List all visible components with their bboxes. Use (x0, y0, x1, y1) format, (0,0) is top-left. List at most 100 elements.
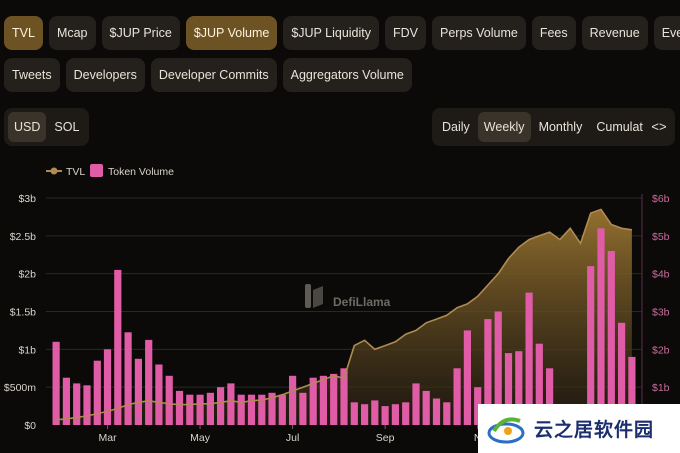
volume-bar (422, 390, 430, 425)
granularity-option-monthly[interactable]: Monthly (538, 120, 583, 134)
volume-bar (525, 292, 533, 425)
volume-bar (350, 402, 358, 425)
x-tick-label: Jul (286, 432, 299, 444)
tab-tweets[interactable]: Tweets (4, 58, 60, 92)
volume-bar (93, 360, 101, 425)
tab-tvl[interactable]: TVL (4, 16, 43, 50)
embed-code-button[interactable]: <> (643, 108, 675, 146)
brand-text: 云之居软件园 (534, 419, 655, 441)
volume-bar (73, 383, 81, 425)
volume-bar (432, 398, 441, 425)
tab-jup-price[interactable]: $JUP Price (101, 16, 180, 50)
brand-logo-icon (487, 416, 525, 443)
y-right-tick-label: $2b (652, 344, 670, 356)
y-left-tick-label: $2.5b (10, 231, 36, 243)
volume-bar (124, 332, 132, 425)
volume-bar (289, 375, 297, 425)
volume-bar (515, 351, 523, 425)
legend-volume-label: Token Volume (108, 166, 174, 178)
volume-bar (299, 392, 307, 425)
watermark-logo-icon (305, 284, 311, 308)
volume-bar (217, 387, 225, 425)
volume-bar (587, 266, 595, 425)
tab-revenue[interactable]: Revenue (581, 16, 648, 50)
volume-bar (206, 392, 214, 425)
volume-bar (330, 373, 338, 425)
granularity-option-weekly[interactable]: Weekly (477, 112, 531, 142)
volume-bar (268, 392, 276, 425)
legend-tvl-label: TVL (66, 166, 85, 178)
volume-bar (443, 402, 451, 425)
tab-events[interactable]: Events (653, 16, 680, 50)
volume-bar (145, 339, 153, 425)
volume-bar (175, 390, 184, 425)
currency-option-sol[interactable]: SOL (54, 120, 80, 134)
volume-bar (196, 394, 204, 425)
legend-tvl-marker (50, 167, 58, 175)
volume-bar (186, 394, 194, 425)
volume-bar (504, 353, 513, 425)
metric-tabs-row-1: TVL Mcap $JUP Price $JUP Volume $JUP Liquidi… (4, 16, 680, 50)
tab-mcap[interactable]: Mcap (48, 16, 96, 50)
volume-bar (114, 269, 122, 425)
volume-bar (381, 406, 389, 425)
y-right-tick-label: $4b (652, 269, 670, 281)
volume-bar (463, 330, 471, 425)
tab-jup-volume[interactable]: $JUP Volume (185, 16, 278, 50)
volume-bar (278, 394, 286, 425)
volume-bar (52, 341, 60, 425)
volume-bar (340, 368, 348, 426)
y-left-tick-label: $3b (18, 193, 36, 205)
volume-bar (628, 356, 636, 425)
metric-tabs: TVL Mcap $JUP Price $JUP Volume $JUP Liquidi… (4, 16, 680, 100)
volume-bar (618, 322, 626, 425)
tab-perps-volume[interactable]: Perps Volume (432, 16, 526, 50)
legend-volume-swatch (90, 164, 103, 177)
x-tick-label: May (190, 432, 211, 444)
volume-bar (412, 383, 420, 425)
volume-bar (391, 404, 399, 425)
y-right-tick-label: $1b (652, 382, 670, 394)
volume-bar (62, 377, 70, 425)
volume-bar (309, 377, 317, 425)
y-left-tick-label: $0 (24, 420, 36, 432)
y-right-tick-label: $6b (652, 193, 670, 205)
y-left-tick-label: $2b (18, 269, 36, 281)
granularity-toggle: Daily Weekly Monthly Cumulative (432, 108, 669, 146)
volume-bar (319, 375, 327, 425)
metric-tabs-row-2: Tweets Developers Developer Commits Aggrega… (4, 58, 680, 92)
tab-fees[interactable]: Fees (531, 16, 576, 50)
y-left-tick-label: $1.5b (10, 307, 36, 319)
y-right-tick-label: $3b (652, 307, 670, 319)
volume-bar (155, 364, 163, 425)
volume-bar (607, 251, 615, 425)
tvl-volume-chart: $0 $500m $1b $1.5b $2b $2.5b $3b $1b $2b $3b $4b $5… (4, 164, 670, 444)
volume-bar (484, 319, 492, 425)
x-tick-label: Mar (98, 432, 117, 444)
watermark-logo-shape (313, 286, 323, 308)
y-left-tick-label: $500m (4, 382, 36, 394)
tab-aggregators-volume[interactable]: Aggregators Volume (282, 58, 412, 92)
volume-bar (371, 400, 379, 425)
volume-bar (535, 343, 543, 425)
volume-bar (237, 394, 245, 425)
volume-bar (546, 368, 554, 426)
volume-bar (597, 228, 605, 425)
tab-developer-commits[interactable]: Developer Commits (150, 58, 277, 92)
volume-bar (83, 385, 91, 425)
volume-bar (474, 387, 482, 425)
y-left-tick-label: $1b (18, 344, 36, 356)
volume-bar (494, 311, 502, 425)
volume-bar (227, 383, 235, 425)
currency-option-usd[interactable]: USD (8, 112, 47, 142)
currency-toggle: USD SOL (4, 108, 90, 146)
tvl-line (56, 208, 633, 421)
tab-jup-liquidity[interactable]: $JUP Liquidity (283, 16, 380, 50)
volume-bar (103, 349, 112, 425)
volume-bar (361, 404, 369, 425)
granularity-option-daily[interactable]: Daily (442, 120, 470, 134)
tab-developers[interactable]: Developers (65, 58, 145, 92)
volume-bar (247, 394, 256, 425)
volume-bar (453, 368, 461, 426)
tab-fdv[interactable]: FDV (385, 16, 427, 50)
